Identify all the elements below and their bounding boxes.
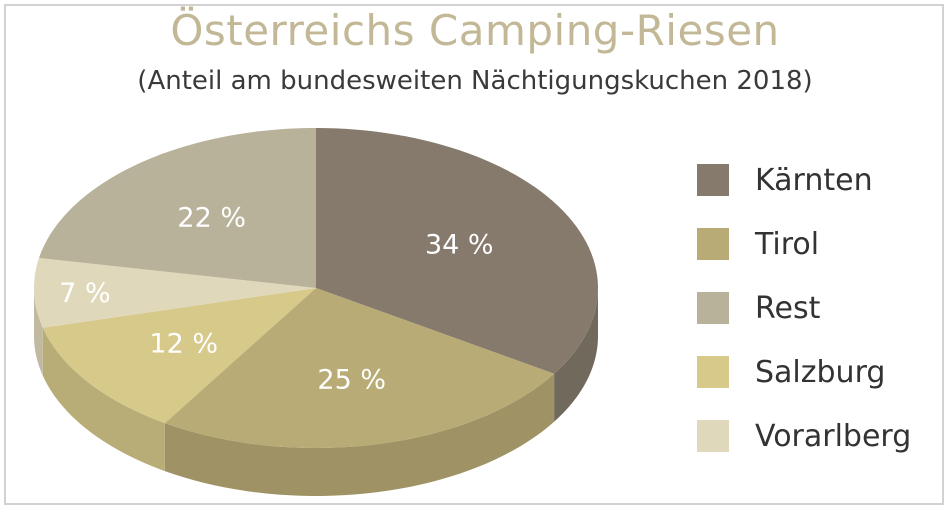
- legend-item-tirol: Tirol: [697, 212, 911, 276]
- pie-depth-group: [34, 288, 598, 496]
- pie-labels-group: 34 % 25 % 12 % 7 % 22 %: [59, 203, 493, 396]
- chart-title: Österreichs Camping-Riesen: [170, 6, 780, 55]
- data-label-kaernten: 34 %: [425, 229, 494, 260]
- legend-item-rest: Rest: [697, 276, 911, 340]
- pie-slice-vorarlberg: [34, 258, 316, 328]
- legend-swatch-vorarlberg: [697, 420, 729, 452]
- data-label-rest: 22 %: [177, 203, 246, 234]
- pie-top-group: [34, 128, 598, 448]
- chart-subtitle: (Anteil am bundesweiten Nächtigungskuche…: [137, 66, 813, 96]
- pie-slice-salzburg: [42, 288, 317, 424]
- pie-slice-rest: [38, 128, 317, 288]
- data-label-tirol: 25 %: [317, 365, 386, 396]
- legend-label-kaernten: Kärnten: [755, 162, 873, 198]
- data-label-salzburg: 12 %: [149, 329, 218, 360]
- pie-slice-kaernten: [316, 128, 598, 374]
- legend-label-rest: Rest: [755, 290, 821, 326]
- legend: Kärnten Tirol Rest Salzburg Vorarlberg: [697, 148, 911, 468]
- pie-slice-tirol: [164, 288, 555, 448]
- legend-item-kaernten: Kärnten: [697, 148, 911, 212]
- pie-side-tirol: [164, 373, 555, 496]
- legend-label-tirol: Tirol: [755, 226, 820, 262]
- legend-swatch-kaernten: [697, 164, 729, 196]
- legend-item-vorarlberg: Vorarlberg: [697, 404, 911, 468]
- legend-swatch-tirol: [697, 228, 729, 260]
- legend-swatch-salzburg: [697, 356, 729, 388]
- legend-label-vorarlberg: Vorarlberg: [755, 418, 912, 454]
- legend-swatch-rest: [697, 292, 729, 324]
- pie-side-salzburg: [42, 327, 165, 472]
- legend-label-salzburg: Salzburg: [755, 354, 886, 390]
- pie-side-vorarlberg: [34, 288, 43, 376]
- legend-item-salzburg: Salzburg: [697, 340, 911, 404]
- data-label-vorarlberg: 7 %: [59, 278, 110, 309]
- pie-side-kaernten: [554, 288, 598, 422]
